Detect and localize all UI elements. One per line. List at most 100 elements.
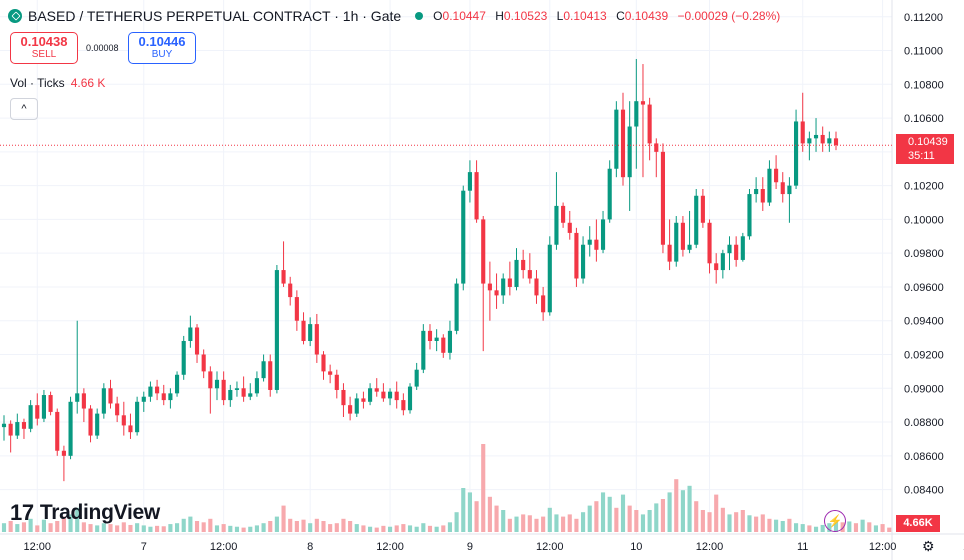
sell-button[interactable]: 0.10438 SELL (10, 32, 78, 64)
candle-body (680, 222, 685, 250)
candle-body (720, 253, 725, 271)
time-axis[interactable]: 12:00712:00812:00912:001012:001112:00120… (24, 541, 964, 553)
price-axis[interactable]: 0.112000.110000.108000.106000.104000.102… (904, 12, 944, 497)
volume-bar (620, 494, 626, 532)
time-tick-label: 12:00 (536, 541, 564, 553)
volume-bar (301, 519, 306, 532)
candle-body (660, 151, 666, 245)
candle-body (348, 405, 353, 414)
volume-bar (261, 523, 266, 532)
candle-body (581, 244, 586, 279)
volume-bar (534, 518, 539, 532)
candle-body (447, 330, 453, 353)
candle-body (481, 219, 486, 284)
volume-bar (314, 518, 319, 532)
volume-bar (600, 492, 606, 532)
candle-body (634, 101, 639, 127)
candle-body (607, 168, 612, 220)
price-tick-label: 0.09000 (904, 383, 944, 395)
candle-body (301, 320, 306, 341)
volume-bar (228, 525, 233, 532)
volume-bar (268, 521, 273, 532)
candle-body (600, 219, 606, 250)
candle-body (141, 396, 146, 402)
sell-label: SELL (31, 49, 57, 60)
time-tick-label: 8 (307, 541, 313, 553)
time-tick-label: 12:00 (376, 541, 404, 553)
volume-tag: 4.66K (896, 515, 940, 532)
candle-body (454, 283, 459, 331)
volume-bar (867, 522, 872, 532)
candle-body (494, 290, 499, 296)
candle-body (341, 389, 346, 406)
buy-area: 0.10446 BUY (128, 32, 196, 64)
last-price-tag: 0.10439 35:11 (896, 134, 954, 164)
candle-body (281, 270, 286, 284)
volume-bar (467, 492, 472, 532)
last-price-value: 0.10439 (908, 136, 948, 148)
candle-body (794, 121, 799, 186)
volume-bar (454, 512, 459, 532)
low-value: 0.10413 (563, 9, 607, 23)
volume-bar (401, 524, 406, 532)
ohlc-values: O0.10447 H0.10523 L0.10413 C0.10439 −0.0… (433, 9, 780, 23)
volume-bar (194, 521, 200, 532)
volume-bar (760, 514, 765, 532)
volume-bar (108, 524, 113, 532)
volume-bar (587, 505, 592, 532)
gear-icon[interactable]: ⚙ (922, 538, 935, 554)
symbol-title[interactable]: BASED / TETHERUS PERPETUAL CONTRACT · 1h… (28, 8, 402, 24)
volume-bar (135, 523, 140, 532)
price-tick-label: 0.10200 (904, 181, 944, 193)
candle-body (174, 374, 180, 394)
low-label: L (556, 9, 564, 23)
volume-bar (281, 505, 286, 532)
candle-body (407, 386, 413, 411)
volume-legend[interactable]: Vol · Ticks 4.66 K (10, 76, 105, 90)
volume-bar (740, 510, 745, 532)
buy-button[interactable]: 0.10446 BUY (128, 32, 196, 64)
volume-bar (88, 524, 93, 532)
volume-bar (820, 524, 825, 532)
volume-bar (75, 507, 80, 532)
change-value: −0.00029 (−0.28%) (677, 9, 781, 23)
candle-body (188, 327, 193, 341)
candle-body (767, 168, 772, 203)
candles (1, 58, 839, 482)
volume-bar (860, 519, 865, 532)
candle-body (194, 327, 200, 355)
candle-body (201, 354, 206, 372)
tradingview-logo[interactable]: 17 TradingView (10, 500, 160, 526)
volume-bar (873, 525, 878, 532)
volume-bar (427, 525, 433, 532)
candle-body (394, 391, 399, 401)
volume-bar (607, 496, 612, 532)
volume-bar (221, 524, 226, 532)
candle-body (461, 190, 466, 284)
volume-bar (794, 523, 799, 532)
candle-body (780, 182, 785, 195)
candle-body (181, 340, 186, 375)
gate-logo-icon (8, 9, 22, 23)
candle-body (248, 393, 253, 397)
volume-bar (561, 516, 566, 532)
volume-bar (208, 518, 213, 532)
candle-body (827, 138, 832, 144)
volume-bar (554, 514, 559, 532)
lightning-icon[interactable]: ⚡ (824, 510, 846, 532)
volume-bar (581, 512, 586, 532)
volume-bar (654, 503, 659, 532)
volume-bar (647, 510, 652, 532)
candle-body (101, 388, 106, 414)
volume-bar (774, 519, 779, 532)
collapse-legend-button[interactable]: ^ (10, 98, 38, 120)
candle-body (1, 423, 7, 428)
price-tick-label: 0.11200 (904, 12, 943, 24)
candle-body (514, 259, 519, 287)
volume-bar (780, 521, 785, 532)
market-open-dot-icon (415, 12, 424, 20)
candle-body (55, 411, 60, 451)
candle-body (221, 379, 226, 401)
